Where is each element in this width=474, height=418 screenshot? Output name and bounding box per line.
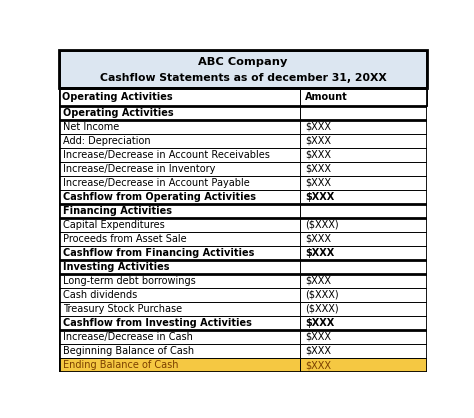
Bar bbox=[59, 316, 300, 330]
Bar bbox=[59, 260, 300, 274]
Bar bbox=[300, 176, 427, 190]
Bar bbox=[59, 134, 300, 148]
Bar bbox=[300, 218, 427, 232]
Bar bbox=[59, 218, 300, 232]
Text: Ending Balance of Cash: Ending Balance of Cash bbox=[63, 360, 178, 370]
Text: Cashflow Statements as of december 31, 20XX: Cashflow Statements as of december 31, 2… bbox=[100, 72, 386, 82]
Bar bbox=[300, 204, 427, 218]
Text: Long-term debt borrowings: Long-term debt borrowings bbox=[63, 276, 196, 286]
Text: ABC Company: ABC Company bbox=[198, 56, 288, 66]
Text: $XXX: $XXX bbox=[305, 318, 335, 328]
Bar bbox=[59, 302, 300, 316]
Text: $XXX: $XXX bbox=[305, 178, 331, 188]
Bar bbox=[300, 330, 427, 344]
Text: Cashflow from Operating Activities: Cashflow from Operating Activities bbox=[63, 192, 256, 202]
Bar bbox=[300, 232, 427, 246]
Text: $XXX: $XXX bbox=[305, 234, 331, 244]
Text: Net Income: Net Income bbox=[63, 122, 119, 132]
Bar bbox=[59, 120, 300, 134]
Bar bbox=[59, 246, 300, 260]
Text: Increase/Decrease in Inventory: Increase/Decrease in Inventory bbox=[63, 163, 215, 173]
Text: Increase/Decrease in Cash: Increase/Decrease in Cash bbox=[63, 332, 193, 342]
Bar bbox=[59, 344, 300, 358]
Bar bbox=[300, 105, 427, 120]
Bar bbox=[300, 246, 427, 260]
Text: Amount: Amount bbox=[305, 92, 348, 102]
Text: Beginning Balance of Cash: Beginning Balance of Cash bbox=[63, 346, 194, 356]
Text: Investing Activities: Investing Activities bbox=[63, 262, 169, 272]
Bar bbox=[300, 260, 427, 274]
Bar bbox=[59, 176, 300, 190]
Bar bbox=[59, 88, 300, 105]
Bar bbox=[300, 162, 427, 176]
Bar bbox=[300, 274, 427, 288]
Bar bbox=[59, 288, 300, 302]
Text: Cash dividends: Cash dividends bbox=[63, 290, 137, 300]
Bar bbox=[300, 344, 427, 358]
Text: Cashflow from Financing Activities: Cashflow from Financing Activities bbox=[63, 248, 254, 258]
Bar bbox=[59, 190, 300, 204]
Text: $XXX: $XXX bbox=[305, 163, 331, 173]
Text: $XXX: $XXX bbox=[305, 248, 335, 258]
Text: Increase/Decrease in Account Payable: Increase/Decrease in Account Payable bbox=[63, 178, 250, 188]
Bar bbox=[300, 288, 427, 302]
Bar bbox=[300, 148, 427, 162]
Text: Operating Activities: Operating Activities bbox=[62, 92, 173, 102]
Bar bbox=[300, 316, 427, 330]
Bar bbox=[300, 358, 427, 372]
Text: Treasury Stock Purchase: Treasury Stock Purchase bbox=[63, 304, 182, 314]
Text: $XXX: $XXX bbox=[305, 332, 331, 342]
Bar bbox=[300, 120, 427, 134]
Text: ($XXX): ($XXX) bbox=[305, 304, 339, 314]
Text: Proceeds from Asset Sale: Proceeds from Asset Sale bbox=[63, 234, 187, 244]
Bar bbox=[300, 134, 427, 148]
Text: $XXX: $XXX bbox=[305, 192, 335, 202]
Text: Capital Expenditures: Capital Expenditures bbox=[63, 220, 164, 230]
Bar bbox=[59, 105, 300, 120]
Bar bbox=[59, 148, 300, 162]
Bar bbox=[59, 358, 300, 372]
Bar bbox=[59, 232, 300, 246]
Text: Increase/Decrease in Account Receivables: Increase/Decrease in Account Receivables bbox=[63, 150, 270, 160]
Text: $XXX: $XXX bbox=[305, 360, 331, 370]
Text: $XXX: $XXX bbox=[305, 346, 331, 356]
Text: Cashflow from Investing Activities: Cashflow from Investing Activities bbox=[63, 318, 252, 328]
Text: ($XXX): ($XXX) bbox=[305, 220, 339, 230]
Bar bbox=[59, 204, 300, 218]
Text: $XXX: $XXX bbox=[305, 122, 331, 132]
Text: Financing Activities: Financing Activities bbox=[63, 206, 172, 216]
Bar bbox=[59, 274, 300, 288]
Bar bbox=[59, 330, 300, 344]
Bar bbox=[59, 162, 300, 176]
Text: $XXX: $XXX bbox=[305, 135, 331, 145]
Bar bbox=[300, 302, 427, 316]
Text: $XXX: $XXX bbox=[305, 150, 331, 160]
Text: $XXX: $XXX bbox=[305, 276, 331, 286]
Text: Add: Depreciation: Add: Depreciation bbox=[63, 135, 151, 145]
Bar bbox=[300, 88, 427, 105]
Bar bbox=[300, 190, 427, 204]
Bar bbox=[59, 50, 427, 88]
Text: ($XXX): ($XXX) bbox=[305, 290, 339, 300]
Text: Operating Activities: Operating Activities bbox=[63, 107, 173, 117]
